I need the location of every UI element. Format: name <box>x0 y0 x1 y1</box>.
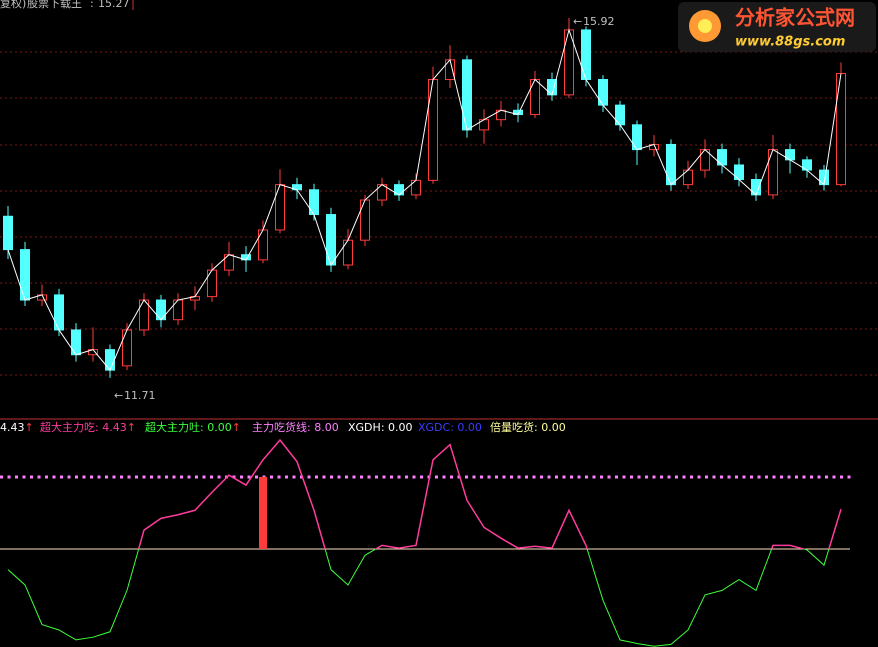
candle-body <box>326 214 336 266</box>
candle-body <box>462 59 472 131</box>
candle-body <box>428 78 438 181</box>
legend-sep: : <box>534 421 541 434</box>
candle-body <box>3 215 13 251</box>
candle-body <box>207 269 217 298</box>
legend-entry: 超大主力吃: 4.43↑ <box>40 420 136 434</box>
legend-arrow: ↑ <box>25 421 34 434</box>
legend-arrow: ↑ <box>127 421 136 434</box>
candle-body <box>768 149 778 196</box>
legend-sep: : <box>95 421 102 434</box>
candle-body <box>139 299 149 331</box>
legend-value: 8.00 <box>314 421 339 434</box>
candle-body <box>20 249 30 301</box>
legend-name: 超大主力吃 <box>40 420 95 434</box>
watermark-title: 分析家公式网 <box>735 6 855 30</box>
legend-entry: XGDC: 0.00 <box>418 421 482 434</box>
annotation-arrow: ← <box>114 389 123 402</box>
legend-value: 0.00 <box>207 421 232 434</box>
legend-value: 0.00 <box>457 421 482 434</box>
legend-entry: XGDH: 0.00 <box>348 421 413 434</box>
candle-body <box>836 73 846 186</box>
legend-entry: 倍量吃货: 0.00 <box>490 420 566 434</box>
watermark-logo-center <box>698 19 712 33</box>
candle-body <box>581 29 591 80</box>
legend-sep: : <box>200 421 207 434</box>
header-sep: : <box>90 0 94 10</box>
header-value: 15.27 <box>98 0 130 10</box>
legend-name: 超大主力吐 <box>145 420 200 434</box>
watermark-url: www.88gs.com <box>735 35 845 50</box>
legend-entry: 主力吃货线: 8.00 <box>252 420 339 434</box>
legend-sep: : <box>450 421 457 434</box>
legend-name: XGDC <box>418 421 451 434</box>
legend-arrow: ↑ <box>232 421 241 434</box>
candle-body <box>598 78 608 106</box>
candle-body <box>275 184 285 231</box>
header-name: 股票下载王 <box>27 0 82 10</box>
annotation: 11.71 <box>124 389 156 402</box>
legend-name: XGDH <box>348 421 381 434</box>
legend-name: 倍量吃货 <box>490 420 534 434</box>
header-prefix: 复权) <box>0 0 26 10</box>
annotation-arrow: ← <box>573 15 582 28</box>
candle-body <box>666 143 676 186</box>
candle-body <box>360 199 370 241</box>
legend-value: 0.00 <box>541 421 566 434</box>
bar <box>259 476 267 549</box>
legend-value: 4.43 <box>102 421 127 434</box>
watermark: 分析家公式网 www.88gs.com <box>678 2 876 52</box>
legend-sep: : <box>381 421 388 434</box>
watermark-bg <box>678 2 876 52</box>
legend-entry: 超大主力吐: 0.00↑ <box>145 420 241 434</box>
legend-value: 4.43 <box>0 421 25 434</box>
indicator-line-below <box>7 548 830 647</box>
legend-sep: : <box>307 421 314 434</box>
close-line <box>7 28 842 372</box>
legend-value: 0.00 <box>388 421 413 434</box>
candle-body <box>258 229 268 261</box>
legend-entry: 4.43↑ <box>0 421 34 434</box>
candle-body <box>122 329 132 367</box>
legend-name: 主力吃货线 <box>252 420 307 434</box>
indicator-line-above <box>137 438 842 549</box>
annotation: 15.92 <box>583 15 615 28</box>
candle-body <box>530 78 540 116</box>
candle-body <box>54 294 64 331</box>
